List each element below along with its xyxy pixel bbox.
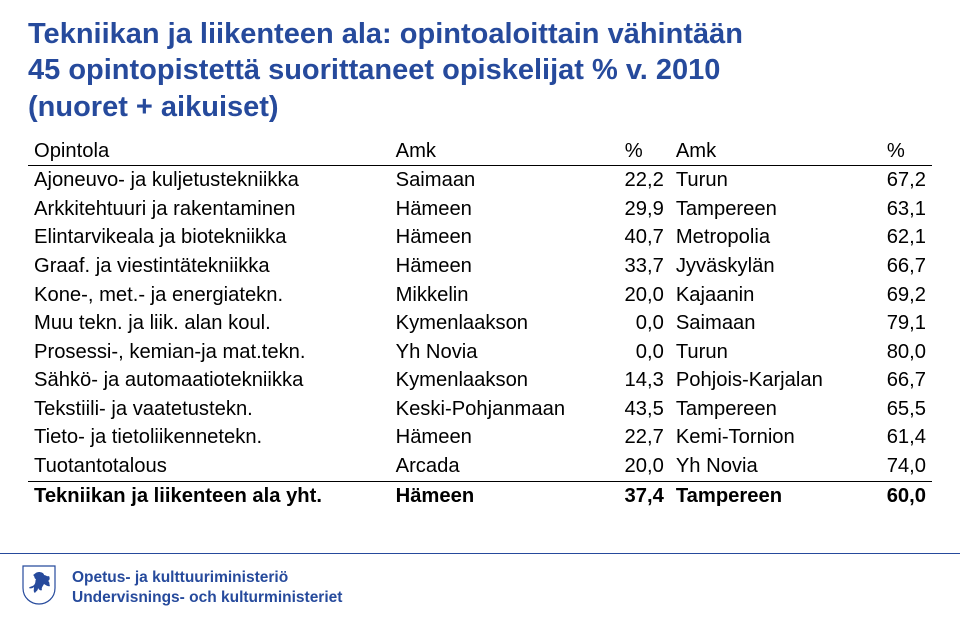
cell-a: Graaf. ja viestintätekniikka	[28, 252, 390, 281]
hdr-amk-1: Amk	[390, 137, 598, 166]
cell-c: 22,7	[598, 424, 670, 453]
cell-c: 43,5	[598, 395, 670, 424]
title-line-2: 45 opintopistettä suorittaneet opiskelij…	[28, 52, 932, 88]
cell-b: Hämeen	[390, 252, 598, 281]
footer-line-1: Opetus- ja kulttuuriministeriö	[72, 568, 342, 587]
table-row: Tekstiili- ja vaatetustekn.Keski-Pohjanm…	[28, 395, 932, 424]
table-row: Elintarvikeala ja biotekniikkaHämeen40,7…	[28, 224, 932, 253]
slide-title: Tekniikan ja liikenteen ala: opintoaloit…	[28, 16, 932, 125]
cell-b: Kymenlaakson	[390, 309, 598, 338]
table-row: Prosessi-, kemian-ja mat.tekn.Yh Novia0,…	[28, 338, 932, 367]
cell-e: 66,7	[860, 367, 932, 396]
cell-a: Ajoneuvo- ja kuljetustekniikka	[28, 166, 390, 195]
table-row: Kone-, met.- ja energiatekn.Mikkelin20,0…	[28, 281, 932, 310]
cell-d: Tampereen	[670, 195, 860, 224]
cell-e: 63,1	[860, 195, 932, 224]
table-row: Tieto- ja tietoliikennetekn.Hämeen22,7Ke…	[28, 424, 932, 453]
cell-e: 80,0	[860, 338, 932, 367]
footer-text: Opetus- ja kulttuuriministeriö Undervisn…	[72, 568, 342, 607]
hdr-opintola: Opintola	[28, 137, 390, 166]
cell-b: Mikkelin	[390, 281, 598, 310]
table-row: Sähkö- ja automaatiotekniikkaKymenlaakso…	[28, 367, 932, 396]
title-line-1: Tekniikan ja liikenteen ala: opintoaloit…	[28, 16, 932, 52]
table-header-row: Opintola Amk % Amk %	[28, 137, 932, 166]
cell-e: 61,4	[860, 424, 932, 453]
cell-c: 20,0	[598, 452, 670, 481]
cell-e: 67,2	[860, 166, 932, 195]
sum-e: 60,0	[860, 481, 932, 510]
cell-d: Tampereen	[670, 395, 860, 424]
cell-b: Keski-Pohjanmaan	[390, 395, 598, 424]
cell-e: 69,2	[860, 281, 932, 310]
cell-b: Yh Novia	[390, 338, 598, 367]
table-row: Arkkitehtuuri ja rakentaminenHämeen29,9T…	[28, 195, 932, 224]
cell-b: Arcada	[390, 452, 598, 481]
cell-d: Jyväskylän	[670, 252, 860, 281]
cell-e: 74,0	[860, 452, 932, 481]
cell-d: Pohjois-Karjalan	[670, 367, 860, 396]
footer-line-2: Undervisnings- och kulturministeriet	[72, 588, 342, 607]
cell-c: 0,0	[598, 309, 670, 338]
cell-b: Hämeen	[390, 224, 598, 253]
cell-d: Saimaan	[670, 309, 860, 338]
title-line-3: (nuoret + aikuiset)	[28, 89, 932, 125]
finland-emblem-icon	[20, 564, 58, 611]
cell-c: 0,0	[598, 338, 670, 367]
sum-b: Hämeen	[390, 481, 598, 510]
hdr-pct-2: %	[860, 137, 932, 166]
cell-c: 33,7	[598, 252, 670, 281]
sum-d: Tampereen	[670, 481, 860, 510]
cell-d: Yh Novia	[670, 452, 860, 481]
cell-d: Kemi-Tornion	[670, 424, 860, 453]
hdr-pct-1: %	[598, 137, 670, 166]
cell-b: Hämeen	[390, 424, 598, 453]
cell-d: Turun	[670, 166, 860, 195]
cell-b: Hämeen	[390, 195, 598, 224]
cell-a: Tieto- ja tietoliikennetekn.	[28, 424, 390, 453]
hdr-amk-2: Amk	[670, 137, 860, 166]
cell-c: 14,3	[598, 367, 670, 396]
data-table: Opintola Amk % Amk % Ajoneuvo- ja kuljet…	[28, 137, 932, 511]
cell-b: Saimaan	[390, 166, 598, 195]
cell-a: Kone-, met.- ja energiatekn.	[28, 281, 390, 310]
cell-a: Sähkö- ja automaatiotekniikka	[28, 367, 390, 396]
table-row: Muu tekn. ja liik. alan koul.Kymenlaakso…	[28, 309, 932, 338]
table-row: Graaf. ja viestintätekniikkaHämeen33,7Jy…	[28, 252, 932, 281]
cell-b: Kymenlaakson	[390, 367, 598, 396]
cell-a: Muu tekn. ja liik. alan koul.	[28, 309, 390, 338]
cell-c: 20,0	[598, 281, 670, 310]
cell-e: 62,1	[860, 224, 932, 253]
cell-d: Metropolia	[670, 224, 860, 253]
cell-c: 40,7	[598, 224, 670, 253]
footer: Opetus- ja kulttuuriministeriö Undervisn…	[0, 553, 960, 623]
table-summary-row: Tekniikan ja liikenteen ala yht. Hämeen …	[28, 481, 932, 510]
sum-c: 37,4	[598, 481, 670, 510]
cell-a: Tekstiili- ja vaatetustekn.	[28, 395, 390, 424]
cell-a: Elintarvikeala ja biotekniikka	[28, 224, 390, 253]
cell-a: Tuotantotalous	[28, 452, 390, 481]
table-row: TuotantotalousArcada20,0Yh Novia74,0	[28, 452, 932, 481]
cell-e: 66,7	[860, 252, 932, 281]
cell-a: Prosessi-, kemian-ja mat.tekn.	[28, 338, 390, 367]
cell-c: 22,2	[598, 166, 670, 195]
cell-e: 79,1	[860, 309, 932, 338]
cell-a: Arkkitehtuuri ja rakentaminen	[28, 195, 390, 224]
table-row: Ajoneuvo- ja kuljetustekniikkaSaimaan22,…	[28, 166, 932, 195]
cell-c: 29,9	[598, 195, 670, 224]
sum-a: Tekniikan ja liikenteen ala yht.	[28, 481, 390, 510]
cell-d: Turun	[670, 338, 860, 367]
cell-d: Kajaanin	[670, 281, 860, 310]
cell-e: 65,5	[860, 395, 932, 424]
